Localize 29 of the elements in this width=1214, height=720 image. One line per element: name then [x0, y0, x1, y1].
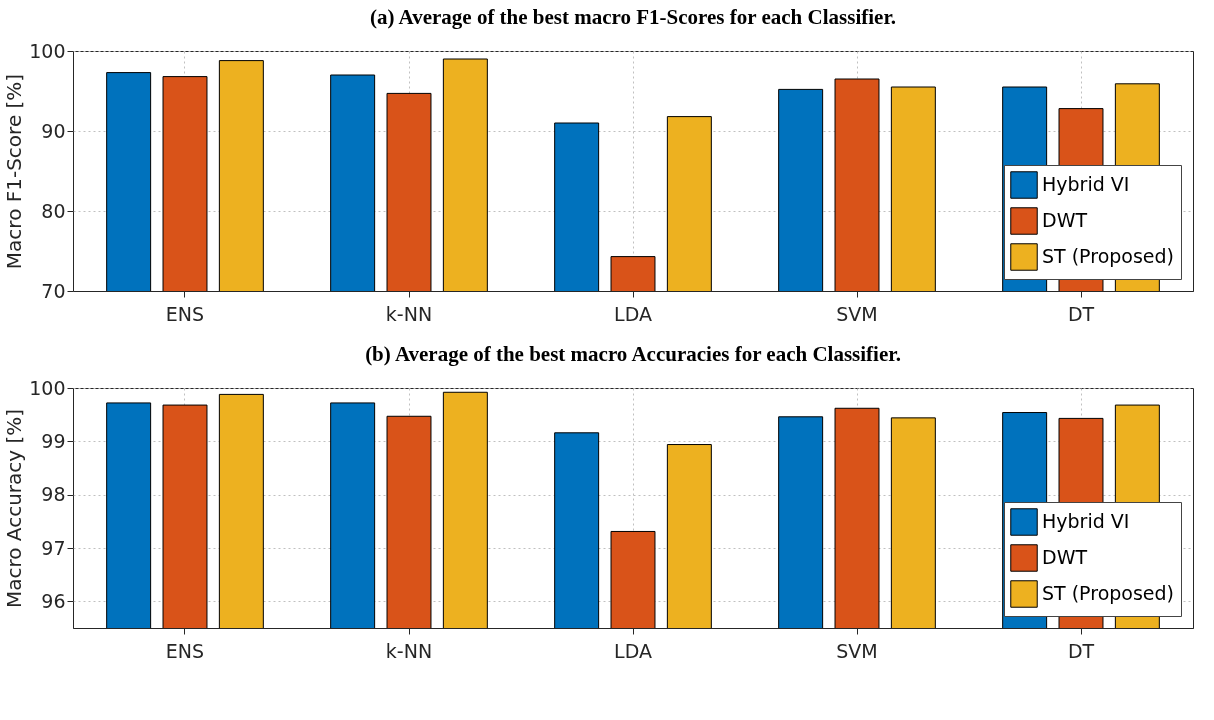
legend-label: Hybrid VI [1042, 173, 1130, 195]
x-tick-label: DT [1067, 302, 1095, 325]
y-tick-label: 70 [41, 279, 66, 302]
chart-title: (b) Average of the best macro Accuracies for each Classifier. [365, 342, 901, 366]
legend-label: DWT [1042, 209, 1088, 231]
y-axis-title: Macro F1-Score [%] [2, 73, 27, 270]
series-label: ST (Proposed) [1042, 582, 1175, 604]
y-tick-label: 99 [41, 429, 66, 452]
x-tick-label: DT [1067, 639, 1095, 662]
x-tick-label: k-NN [385, 302, 433, 325]
x-tick-label: SVM [836, 639, 878, 662]
series-label: DWT [1042, 546, 1088, 568]
y-tick-label: 98 [41, 483, 66, 506]
chart-title: (a) Average of the best macro F1-Scores for each Classifier. [369, 5, 897, 29]
y-tick-label: 80 [41, 199, 66, 222]
x-tick-label: ENS [165, 639, 205, 662]
x-tick-label: SVM [836, 302, 878, 325]
y-tick-label: 97 [41, 536, 66, 559]
series-label: Hybrid VI [1042, 510, 1130, 532]
y-tick-label: 90 [41, 119, 66, 142]
legend-label: ST (Proposed) [1042, 245, 1175, 267]
x-tick-label: ENS [165, 302, 205, 325]
y-tick-label: 100 [29, 376, 66, 399]
y-axis-title: Macro Accuracy [%] [2, 408, 27, 609]
y-tick-label: 100 [29, 39, 66, 62]
x-tick-label: LDA [614, 302, 652, 325]
x-tick-label: k-NN [385, 639, 433, 662]
y-tick-label: 96 [41, 589, 66, 612]
x-tick-label: LDA [614, 639, 652, 662]
